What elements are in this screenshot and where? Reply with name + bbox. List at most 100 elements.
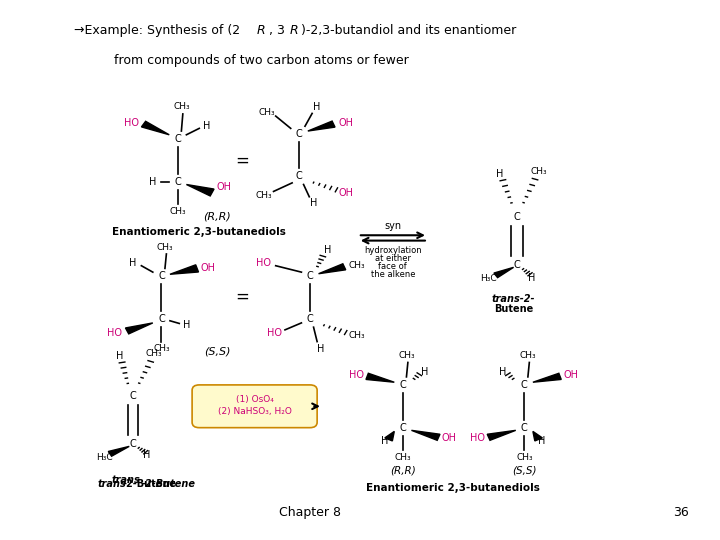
Text: -2-Butene: -2-Butene	[141, 479, 195, 489]
Polygon shape	[186, 185, 214, 196]
Text: trans: trans	[112, 475, 140, 485]
Text: OH: OH	[338, 187, 354, 198]
Text: H: H	[129, 258, 137, 268]
Text: 36: 36	[673, 505, 688, 518]
Text: H: H	[203, 121, 210, 131]
Text: CH₃: CH₃	[395, 453, 411, 462]
FancyBboxPatch shape	[192, 385, 317, 428]
Text: (S,S): (S,S)	[204, 346, 230, 356]
Text: C: C	[514, 212, 521, 221]
Text: (R,R): (R,R)	[203, 212, 231, 221]
Text: C: C	[130, 390, 136, 401]
Text: (S,S): (S,S)	[512, 465, 536, 475]
Text: H: H	[382, 436, 389, 446]
Polygon shape	[108, 447, 129, 456]
Text: H₃C: H₃C	[480, 274, 497, 282]
Text: trans-2-: trans-2-	[492, 294, 536, 305]
Text: syn: syn	[384, 221, 402, 231]
Text: HO: HO	[349, 370, 364, 380]
Text: OH: OH	[217, 182, 232, 192]
Polygon shape	[533, 431, 542, 441]
Text: OH: OH	[563, 370, 578, 380]
Text: at either: at either	[375, 254, 411, 263]
Polygon shape	[170, 265, 199, 274]
Text: H: H	[116, 350, 124, 361]
Text: C: C	[296, 129, 302, 139]
Text: Enantiomeric 2,3-butanediols: Enantiomeric 2,3-butanediols	[366, 483, 540, 493]
Text: CH₃: CH₃	[516, 453, 533, 462]
Polygon shape	[494, 267, 513, 278]
Text: →Example: Synthesis of (2: →Example: Synthesis of (2	[74, 24, 240, 37]
Polygon shape	[411, 430, 440, 440]
Text: the alkene: the alkene	[371, 270, 415, 279]
Text: H: H	[183, 320, 190, 329]
Text: CH₃: CH₃	[169, 207, 186, 215]
Text: C: C	[307, 314, 313, 324]
Text: CH₃: CH₃	[531, 167, 547, 176]
Text: CH₃: CH₃	[173, 103, 189, 111]
Text: OH: OH	[338, 118, 354, 128]
Text: C: C	[130, 438, 136, 449]
Text: C: C	[521, 380, 528, 390]
Text: (R,R): (R,R)	[390, 465, 415, 475]
Polygon shape	[318, 264, 346, 274]
Text: HO: HO	[256, 258, 271, 268]
Text: R: R	[290, 24, 299, 37]
Text: H: H	[499, 367, 507, 376]
Text: CH₃: CH₃	[146, 349, 163, 359]
Text: H: H	[313, 102, 321, 112]
Text: H: H	[310, 198, 318, 208]
Text: C: C	[514, 260, 521, 269]
Text: C: C	[174, 177, 181, 187]
Polygon shape	[366, 373, 395, 382]
Text: C: C	[158, 272, 165, 281]
Text: H: H	[317, 343, 325, 354]
Text: CH₃: CH₃	[157, 242, 174, 252]
Text: (1) OsO₄: (1) OsO₄	[236, 395, 274, 404]
Text: H: H	[539, 436, 546, 446]
Text: H: H	[495, 169, 503, 179]
Text: Chapter 8: Chapter 8	[279, 505, 341, 518]
Text: (2) NaHSO₃, H₂O: (2) NaHSO₃, H₂O	[218, 407, 292, 416]
Text: trans: trans	[98, 479, 127, 489]
Text: face of: face of	[379, 262, 408, 271]
Text: CH₃: CH₃	[348, 261, 365, 270]
Text: CH₃: CH₃	[258, 108, 276, 117]
Text: HO: HO	[124, 118, 139, 128]
Text: HO: HO	[107, 328, 122, 338]
Text: H: H	[149, 177, 156, 187]
Polygon shape	[487, 430, 516, 440]
Text: H: H	[324, 245, 331, 255]
Text: =: =	[235, 288, 249, 306]
Text: CH₃: CH₃	[520, 351, 536, 360]
Polygon shape	[125, 323, 153, 334]
Text: C: C	[174, 134, 181, 144]
Text: OH: OH	[442, 433, 456, 443]
Text: CH₃: CH₃	[348, 330, 365, 340]
Polygon shape	[308, 121, 335, 131]
Text: H: H	[143, 450, 150, 461]
Text: CH₃: CH₃	[153, 344, 170, 353]
Text: , 3: , 3	[269, 24, 285, 37]
Text: -2-Butene: -2-Butene	[123, 479, 177, 489]
Polygon shape	[141, 122, 169, 135]
Text: C: C	[521, 423, 528, 433]
Polygon shape	[533, 373, 561, 382]
Text: CH₃: CH₃	[255, 191, 272, 200]
Text: H: H	[420, 367, 428, 376]
Text: from compounds of two carbon atoms or fewer: from compounds of two carbon atoms or fe…	[114, 53, 408, 66]
Text: )-2,3-butandiol and its enantiomer: )-2,3-butandiol and its enantiomer	[302, 24, 517, 37]
Text: H: H	[528, 273, 535, 283]
Text: HO: HO	[267, 328, 282, 338]
Text: Butene: Butene	[494, 304, 534, 314]
Text: =: =	[235, 151, 249, 170]
Polygon shape	[384, 431, 395, 441]
Text: C: C	[400, 380, 406, 390]
Text: R: R	[256, 24, 265, 37]
Text: Enantiomeric 2,3-butanediols: Enantiomeric 2,3-butanediols	[112, 226, 286, 237]
Text: HO: HO	[470, 433, 485, 443]
Text: CH₃: CH₃	[398, 351, 415, 360]
Text: C: C	[296, 172, 302, 181]
Text: C: C	[307, 272, 313, 281]
Text: H₃C: H₃C	[96, 453, 112, 462]
